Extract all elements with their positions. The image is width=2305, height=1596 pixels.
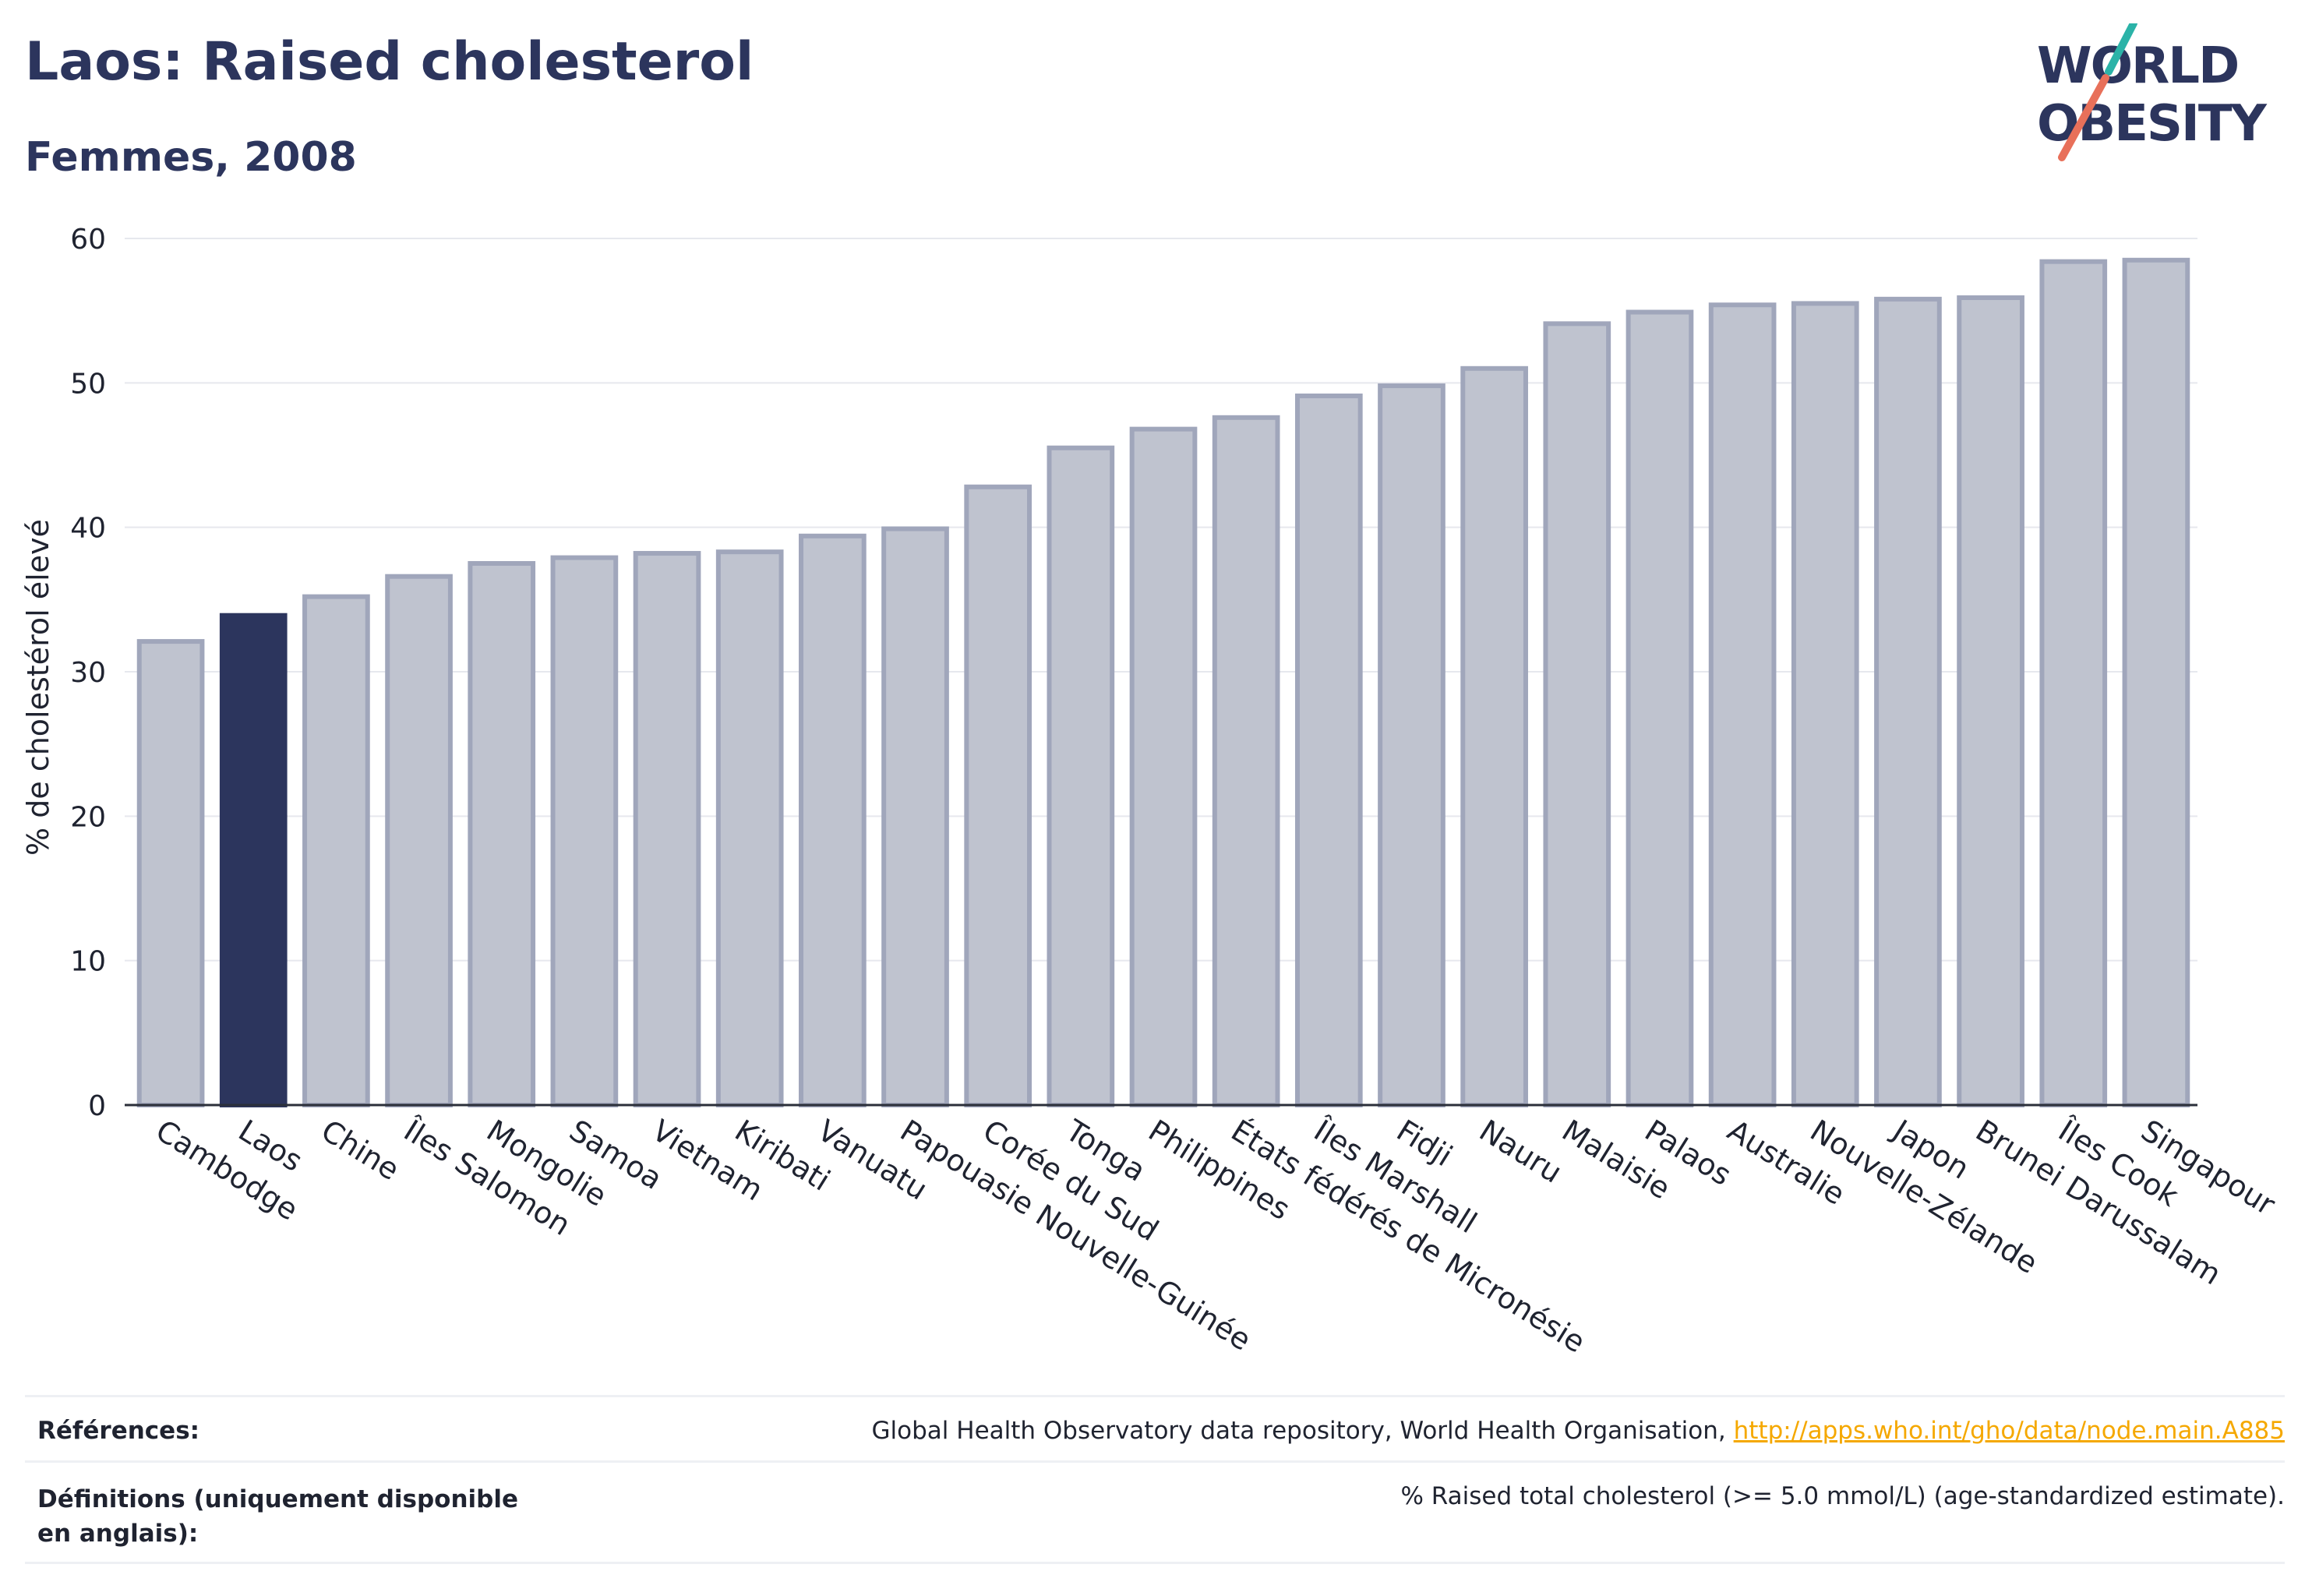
footer-divider-middle (25, 1460, 2285, 1463)
x-tick-label: Nauru (1474, 1113, 1568, 1190)
definitions-text: % Raised total cholesterol (>= 5.0 mmol/… (1400, 1482, 2285, 1510)
bar-nouvelle-z-lande (1791, 301, 1859, 1107)
bar-les-marshall (1294, 394, 1363, 1108)
definitions-row: Définitions (uniquement disponible en an… (25, 1482, 2285, 1552)
bar-cambodge (136, 639, 205, 1107)
y-tick-label: 60 (70, 224, 106, 256)
bar-chine (302, 594, 370, 1108)
y-tick-label: 10 (70, 946, 106, 978)
bar-tats-f-d-r-s-de-micron-sie (1212, 415, 1280, 1107)
bar-fidji (1378, 383, 1445, 1108)
references-label: Références: (37, 1417, 200, 1445)
bar-mongolie (468, 561, 536, 1107)
definitions-label: Définitions (uniquement disponible en an… (37, 1485, 519, 1548)
bar-vietnam (633, 551, 701, 1107)
y-tick-label: 0 (88, 1090, 106, 1122)
bar-papouasie-nouvelle-guin-e (881, 526, 949, 1107)
footer-divider-bottom (25, 1562, 2285, 1564)
bar-japon (1874, 296, 1942, 1108)
y-tick-label: 30 (70, 657, 106, 689)
y-tick-label: 20 (70, 801, 106, 833)
logo-slash-teal (2105, 23, 2137, 76)
logo-word-world: WORLD (2037, 37, 2238, 95)
bar-philippines (1129, 426, 1198, 1107)
references-text: Global Health Observatory data repositor… (872, 1417, 2285, 1445)
chart-title: Laos: Raised cholesterol (25, 31, 754, 93)
bar-malaisie (1543, 321, 1611, 1107)
y-tick-labels: 0 10 20 30 40 50 60 (70, 224, 106, 1122)
y-tick-label: 40 (70, 513, 106, 545)
world-obesity-logo: WORLD OBESITY (2037, 23, 2268, 161)
bar-cor-e-du-sud (964, 484, 1032, 1108)
references-row: Références: Global Health Observatory da… (25, 1417, 2285, 1448)
bar-les-cook (2039, 259, 2108, 1108)
bar-les-salomon (385, 574, 453, 1107)
bar-brunei-darussalam (1957, 295, 2024, 1107)
references-link[interactable]: http://apps.who.int/gho/data/node.main.A… (1733, 1417, 2285, 1445)
bar-tonga (1047, 445, 1115, 1107)
bar-australie (1708, 302, 1777, 1108)
x-tick-label: Chine (316, 1113, 405, 1187)
y-tick-label: 50 (70, 368, 106, 400)
references-source: Global Health Observatory data repositor… (871, 1417, 1734, 1445)
bar-vanuatu (799, 533, 867, 1107)
y-axis-label: % de cholestérol élevé (21, 519, 55, 856)
bar-palaos (1626, 309, 1694, 1107)
footer-divider-top (25, 1395, 2285, 1397)
logo-slash-orange (2058, 74, 2109, 161)
bar-laos (219, 613, 288, 1107)
bar-nauru (1460, 365, 1528, 1108)
chart-subtitle: Femmes, 2008 (25, 134, 357, 181)
bar-singapour (2122, 257, 2190, 1107)
bars (125, 257, 2197, 1108)
logo-word-obesity: OBESITY (2037, 95, 2267, 153)
bar-samoa (550, 555, 619, 1107)
bar-kiribati (715, 549, 784, 1107)
